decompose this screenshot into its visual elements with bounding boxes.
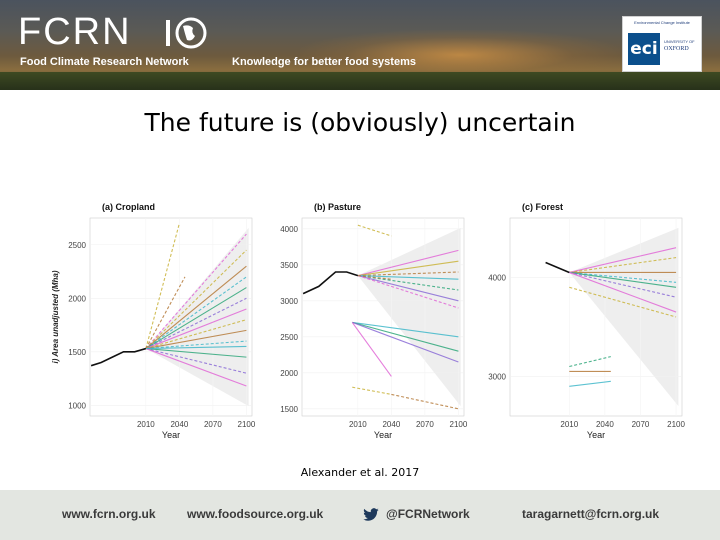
historical-line xyxy=(302,271,359,295)
series-line-scenario-13 xyxy=(351,322,392,377)
series-line-scenario-5 xyxy=(357,275,459,291)
series-line-scenario-4 xyxy=(145,276,247,350)
x-tick-label: 2010 xyxy=(137,420,155,429)
x-axis-label: Year xyxy=(587,430,605,440)
x-axis-label: Year xyxy=(162,430,180,440)
series-line-scenario-3 xyxy=(145,265,247,349)
series-line-scenario-3 xyxy=(357,271,459,277)
series-line-scenario-6 xyxy=(357,275,459,302)
series-line-scenario-5 xyxy=(145,287,247,350)
series-line-scenario-11 xyxy=(569,356,611,368)
x-tick-label: 2100 xyxy=(238,420,256,429)
historical-line xyxy=(90,347,147,367)
panel-title: (a) Cropland xyxy=(102,202,155,212)
eci-institute-name: Environmental Change Institute xyxy=(634,20,690,25)
twitter-handle[interactable]: @FCRNetwork xyxy=(386,507,470,521)
series-line-scenario-7 xyxy=(145,308,247,350)
y-tick-label: 1000 xyxy=(68,401,86,410)
series-line-scenario-15 xyxy=(391,393,459,410)
x-tick-label: 2070 xyxy=(416,420,434,429)
series-line-scenario-10 xyxy=(352,321,459,338)
series-line-scenario-13 xyxy=(145,348,247,387)
eci-oxford-logo[interactable]: Environmental Change Institute eci UNIVE… xyxy=(622,16,702,72)
twitter-icon xyxy=(363,508,379,521)
x-tick-label: 2040 xyxy=(170,420,188,429)
series-line-scenario-8 xyxy=(357,224,392,237)
series-line-scenario-7 xyxy=(357,275,459,309)
series-line-scenario-4 xyxy=(569,271,677,283)
y-tick-label: 4000 xyxy=(488,273,506,282)
org-name: Food Climate Research Network xyxy=(20,56,189,68)
series-line-scenario-1 xyxy=(145,233,247,349)
series-line-scenario-10 xyxy=(145,340,247,350)
contact-email[interactable]: taragarnett@fcrn.org.uk xyxy=(522,507,660,521)
series-line-scenario-4 xyxy=(357,275,459,280)
tagline: Knowledge for better food systems xyxy=(232,56,416,68)
x-tick-label: 2070 xyxy=(204,420,222,429)
series-line-scenario-9 xyxy=(145,329,247,350)
series-line-scenario-14 xyxy=(352,386,392,395)
series-line-scenario-11 xyxy=(352,321,459,352)
historical-line xyxy=(545,261,570,274)
university-name: OXFORD xyxy=(664,46,689,52)
series-line-scenario-6 xyxy=(145,297,247,350)
x-tick-label: 2100 xyxy=(450,420,468,429)
y-tick-label: 2500 xyxy=(68,241,86,250)
fcrn-logo[interactable]: FCRN xyxy=(18,11,132,53)
x-tick-label: 2040 xyxy=(596,420,614,429)
x-axis-label: Year xyxy=(374,430,392,440)
y-tick-label: 2000 xyxy=(280,369,298,378)
y-tick-label: 2000 xyxy=(68,294,86,303)
panel-title: (b) Pasture xyxy=(314,202,361,212)
panel-2: 1500 2000 2500 3000 3500 4000 2010 2040 2070 2100… xyxy=(280,202,468,440)
series-line-scenario-16 xyxy=(145,345,247,350)
header-sunset-glow xyxy=(300,30,620,80)
x-tick-label: 2070 xyxy=(632,420,650,429)
series-line-scenario-15 xyxy=(145,276,186,349)
figure-caption: Alexander et al. 2017 xyxy=(300,466,420,479)
series-line-scenario-1 xyxy=(357,249,459,277)
series-line-scenario-1 xyxy=(569,247,677,273)
series-line-scenario-9 xyxy=(357,275,392,280)
x-tick-label: 2100 xyxy=(667,420,685,429)
series-line-scenario-11 xyxy=(145,348,247,358)
footer-bar: www.fcrn.org.uk www.foodsource.org.uk @F… xyxy=(0,490,720,540)
y-tick-label: 4000 xyxy=(280,225,298,234)
series-line-scenario-12 xyxy=(145,348,247,374)
x-tick-label: 2010 xyxy=(560,420,578,429)
panel-1: 1000 1500 2000 2500 2010 2040 2070 2100 (a) Crop… xyxy=(51,202,256,440)
website-link-foodsource[interactable]: www.foodsource.org.uk xyxy=(187,507,324,521)
y-tick-label: 3000 xyxy=(488,372,506,381)
eci-mark: eci xyxy=(628,33,660,65)
x-tick-label: 2040 xyxy=(382,420,400,429)
globe-icon xyxy=(166,17,207,49)
y-tick-label: 1500 xyxy=(280,405,298,414)
series-line-scenario-12 xyxy=(352,321,459,363)
y-tick-label: 3500 xyxy=(280,261,298,270)
panel-3: 3000 4000 2010 2040 2070 2100 (c) Forest Year xyxy=(488,202,685,440)
y-tick-label: 3000 xyxy=(280,297,298,306)
series-line-scenario-8 xyxy=(569,286,677,318)
slide-title: The future is (obviously) uncertain xyxy=(144,108,576,137)
y-tick-label: 1500 xyxy=(68,348,86,357)
website-link-fcrn[interactable]: www.fcrn.org.uk xyxy=(62,507,156,521)
header-banner: FCRN Food Climate Research Network Knowl… xyxy=(0,0,720,90)
land-use-figure: 1000 1500 2000 2500 2010 2040 2070 2100 (a) Crop… xyxy=(51,202,686,440)
series-line-scenario-2 xyxy=(357,260,459,277)
series-line-scenario-2 xyxy=(145,249,247,349)
series-line-scenario-2 xyxy=(569,257,677,273)
header-field-silhouette xyxy=(0,72,720,90)
university-line: UNIVERSITY OF xyxy=(664,39,695,44)
series-line-scenario-10 xyxy=(569,380,611,387)
series-line-scenario-5 xyxy=(569,271,677,288)
panel-title: (c) Forest xyxy=(522,202,563,212)
series-line-scenario-6 xyxy=(569,271,677,298)
series-line-scenario-7 xyxy=(569,271,677,313)
y-axis-label: i) Area unadjusted (Mha) xyxy=(51,270,60,363)
y-tick-label: 2500 xyxy=(280,333,298,342)
series-line-scenario-14 xyxy=(145,223,180,349)
x-tick-label: 2010 xyxy=(349,420,367,429)
series-line-scenario-8 xyxy=(145,319,247,350)
